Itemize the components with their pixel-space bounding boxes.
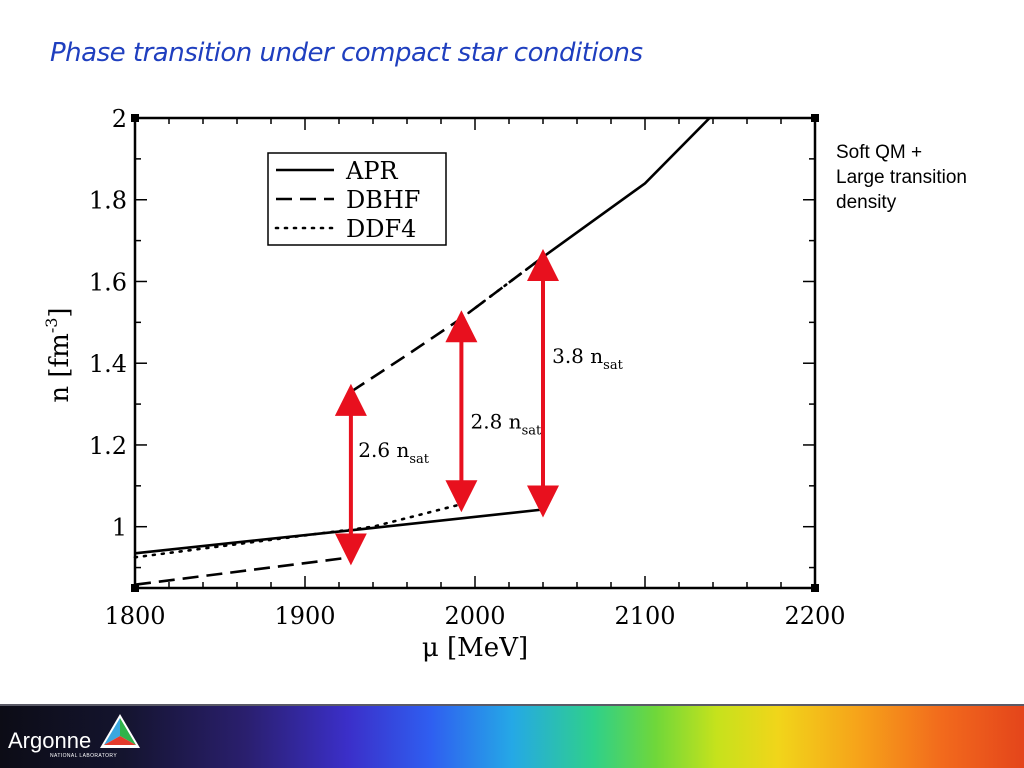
y-axis-label: n [fm-3] [42, 307, 75, 402]
y-axis-label-sup: -3 [42, 318, 61, 334]
footer-gradient-bar [0, 704, 1024, 768]
logo-triangle-icon [100, 714, 140, 748]
side-note: Soft QM + Large transition density [836, 140, 1021, 215]
x-tick-label: 2000 [444, 602, 505, 630]
y-tick-label: 1 [112, 514, 127, 542]
legend-label: DBHF [346, 186, 420, 214]
y-tick-label: 1.8 [89, 187, 127, 215]
series-line-dbhf [134, 556, 352, 586]
series-line-apr [134, 508, 544, 555]
series-line-apr [542, 117, 711, 259]
y-tick-label: 1.6 [89, 268, 127, 296]
side-note-line: Soft QM + [836, 142, 923, 163]
series-line-ddf4 [133, 502, 463, 559]
footer-divider [0, 704, 1024, 706]
phase-transition-chart: 1800 1900 2000 2100 2200 1 1.2 1.4 1.6 1.8 2 2.6 n… [42, 105, 846, 663]
x-tick-label: 1900 [274, 602, 335, 630]
transition-label: 2.6 nsat [358, 438, 429, 467]
transition-arrows: 2.6 nsat 2.8 nsat 3.8 nsat [334, 248, 624, 566]
x-tick-label: 1800 [104, 602, 165, 630]
plot-frame [131, 114, 819, 592]
y-axis-label-main: n [fm [45, 333, 75, 402]
logo-name: Argonne [8, 728, 92, 753]
transition-label: 3.8 nsat [552, 344, 623, 373]
logo-subtitle: NATIONAL LABORATORY [50, 753, 118, 759]
y-tick-label: 1.4 [89, 350, 127, 378]
series-line-ddf4 [460, 255, 545, 320]
x-tick-label: 2100 [614, 602, 675, 630]
x-tick-label: 2200 [784, 602, 845, 630]
legend-box [267, 152, 447, 246]
series-layer [133, 117, 711, 586]
argonne-logo: Argonne NATIONAL LABORATORY [8, 712, 148, 764]
slide-title: Phase transition under compact star cond… [50, 38, 643, 68]
series-line-dbhf [350, 255, 544, 393]
legend-label: DDF4 [346, 215, 416, 243]
y-axis-label-close: ] [45, 307, 75, 317]
x-axis-label: μ [MeV] [422, 633, 528, 663]
y-tick-label: 2 [112, 105, 127, 133]
side-note-line: density [836, 192, 897, 213]
transition-label: 2.8 nsat [471, 410, 542, 439]
side-note-line: Large transition [836, 167, 967, 188]
legend-label: APR [345, 157, 398, 185]
axis-ticks [134, 117, 816, 588]
y-tick-label: 1.2 [89, 432, 127, 460]
tick-labels: 1800 1900 2000 2100 2200 1 1.2 1.4 1.6 1.8 2 [89, 105, 846, 630]
